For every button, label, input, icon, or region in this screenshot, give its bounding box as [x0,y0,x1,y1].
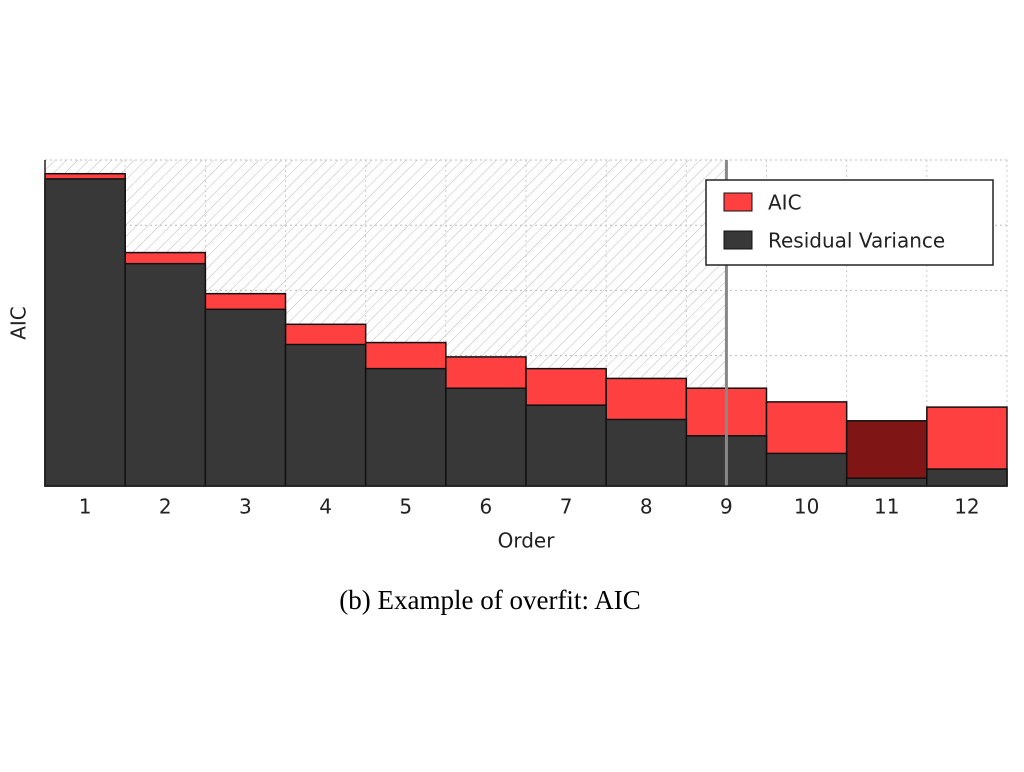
residual-bar [926,468,1008,487]
residual-bar [364,367,447,487]
residual-bar [845,477,928,487]
x-tick-label: 7 [560,495,573,519]
residual-bar [765,452,848,487]
x-tick-label: 3 [239,495,252,519]
x-axis-label: Order [498,529,556,553]
x-tick-label: 4 [319,495,332,519]
x-tick-label: 10 [794,495,819,519]
x-tick-label: 1 [79,495,92,519]
legend-swatch [723,192,753,212]
x-tick-label: 5 [399,495,412,519]
residual-bar [445,387,527,487]
residual-bar [284,343,367,487]
legend-label: Residual Variance [768,229,945,253]
x-tick-label: 6 [480,495,493,519]
residual-bar [204,308,287,487]
residual-bar [605,418,688,487]
x-tick-label: 12 [954,495,979,519]
bars [44,172,1008,487]
legend-box [705,179,994,266]
caption: (b) Example of overfit: AIC [339,585,640,615]
residual-bar [525,404,607,487]
x-tick-label: 2 [159,495,172,519]
legend-label: AIC [768,191,802,215]
legend-swatch [723,230,753,250]
residual-bar [44,178,126,487]
aic-bar [845,420,928,487]
residual-bar [124,262,207,487]
legend: AIC Residual Variance [705,179,994,266]
x-tick-label: 11 [874,495,899,519]
x-tick-label: 8 [640,495,653,519]
y-axis-label: AIC [7,306,31,340]
x-tick-label: 9 [720,495,733,519]
